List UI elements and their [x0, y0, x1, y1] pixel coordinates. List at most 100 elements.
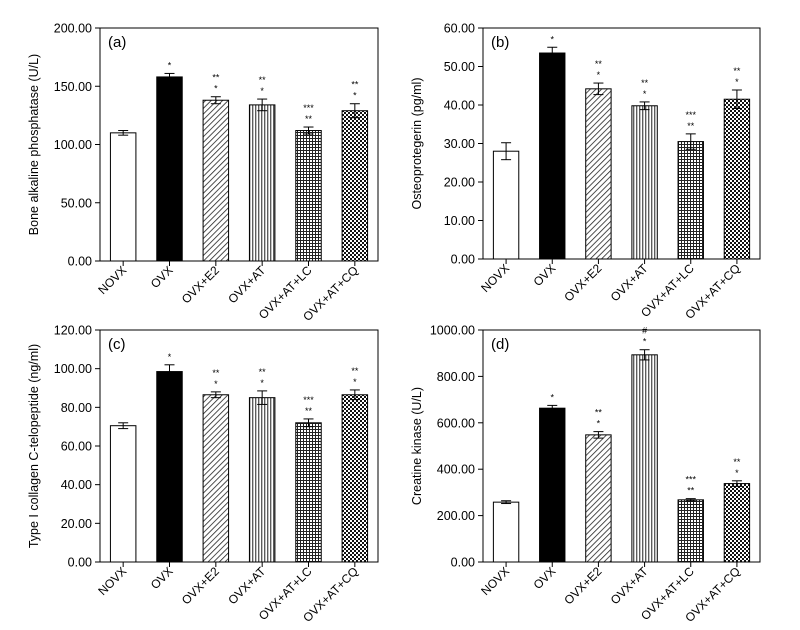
bar-2: [202, 99, 230, 262]
y-tick-label: 30.00: [444, 137, 475, 151]
significance-mark: *: [353, 377, 357, 387]
significance-mark: *: [168, 60, 172, 70]
y-axis-label: Osteoprotegerin (pg/ml): [410, 77, 424, 209]
chart-panel-d: (d) 0.00 200.00 400.00 600.00 800.00 1000.00 Cr…: [410, 324, 761, 625]
y-tick-label: 50.00: [444, 60, 475, 74]
y-tick-label: 10.00: [444, 214, 475, 228]
significance-mark: **: [595, 408, 603, 418]
significance-mark: *: [214, 84, 218, 94]
y-axis-label: Type I collagen C-telopeptide (ng/ml): [27, 344, 41, 548]
y-tick-label: 20.00: [61, 517, 92, 531]
plot-frame: [482, 27, 761, 260]
significance-mark: #: [642, 326, 647, 336]
x-tick-label: NOVX: [95, 263, 129, 297]
plot-frame: [99, 329, 379, 563]
y-tick-label: 100.00: [54, 138, 92, 152]
bar-2: [585, 434, 612, 563]
y-tick-label: 60.00: [444, 22, 475, 36]
significance-mark: *: [260, 378, 264, 388]
significance-mark: **: [305, 406, 313, 416]
significance-mark: *: [168, 352, 172, 362]
bar-2: [202, 394, 230, 563]
significance-mark: ***: [303, 103, 314, 113]
bar-2: [585, 88, 612, 260]
y-tick-label: 1000.00: [430, 324, 475, 338]
x-tick-label: OVX+AT: [225, 263, 268, 306]
significance-mark: *: [353, 91, 357, 101]
significance-mark: **: [733, 66, 741, 76]
bar-0: [492, 501, 520, 563]
x-tick-label: NOVX: [478, 564, 512, 598]
significance-mark: *: [550, 34, 554, 44]
significance-mark: ***: [303, 395, 314, 405]
bar-4: [295, 422, 322, 563]
x-tick-label: NOVX: [478, 261, 512, 295]
significance-mark: **: [351, 366, 359, 376]
y-tick-label: 200.00: [437, 509, 475, 523]
y-axis-label: Creatine kinase (U/L): [410, 387, 424, 505]
significance-mark: **: [351, 80, 359, 90]
y-tick-label: 120.00: [54, 324, 92, 338]
significance-mark: **: [212, 368, 220, 378]
bar-1: [539, 52, 566, 260]
bar-1: [156, 371, 183, 563]
significance-mark: **: [687, 121, 695, 131]
x-tick-label: OVX+AT: [608, 564, 651, 607]
panel-label: (a): [108, 34, 126, 51]
y-tick-label: 100.00: [54, 362, 92, 376]
x-tick-label: OVX+AT: [608, 261, 651, 304]
y-tick-label: 0.00: [68, 556, 92, 570]
bar-5: [723, 483, 751, 563]
bar-1: [539, 407, 566, 563]
significance-mark: **: [641, 78, 649, 88]
y-tick-label: 40.00: [61, 478, 92, 492]
y-tick-label: 60.00: [61, 440, 92, 454]
significance-mark: **: [595, 59, 603, 69]
plot-frame: [99, 27, 379, 262]
significance-mark: *: [597, 70, 601, 80]
bar-3: [631, 105, 658, 260]
significance-mark: **: [259, 75, 267, 85]
significance-mark: *: [735, 77, 739, 87]
x-tick-label: OVX+E2: [561, 261, 604, 304]
x-tick-label: OVX+AT: [225, 564, 268, 607]
chart-panel-a: (a) 0.00 50.00 100.00 150.00 200.00 Bone alkal…: [27, 22, 379, 324]
significance-mark: **: [305, 114, 313, 124]
bar-3: [248, 104, 276, 262]
y-tick-label: 800.00: [437, 370, 475, 384]
x-tick-label: OVX: [148, 564, 176, 592]
significance-mark: *: [597, 419, 601, 429]
x-tick-label: OVX: [148, 263, 176, 291]
chart-panel-c: (c) 0.00 20.00 40.00 60.00 80.00 100.00 120.00 T…: [27, 324, 379, 625]
bar-5: [723, 98, 751, 260]
x-tick-label: OVX: [531, 261, 559, 289]
bar-3: [631, 354, 658, 563]
chart-panel-b: (b) 0.00 10.00 20.00 30.00 40.00 50.00 60.00 Ost…: [410, 22, 761, 322]
bar-1: [156, 76, 183, 262]
y-tick-label: 0.00: [451, 253, 475, 267]
significance-mark: *: [643, 89, 647, 99]
x-tick-label: OVX+E2: [561, 564, 604, 607]
significance-mark: **: [687, 486, 695, 496]
y-tick-label: 200.00: [54, 22, 92, 36]
panel-label: (d): [491, 336, 509, 353]
bar-3: [248, 397, 276, 563]
significance-mark: ***: [685, 475, 696, 485]
y-tick-label: 150.00: [54, 80, 92, 94]
y-axis-label: Bone alkaline phosphatase (U/L): [27, 54, 41, 235]
bar-4: [295, 130, 322, 262]
significance-mark: **: [733, 457, 741, 467]
bar-0: [492, 150, 520, 260]
x-tick-label: OVX+E2: [179, 564, 222, 607]
panel-label: (c): [108, 336, 126, 353]
x-tick-label: OVX: [531, 564, 559, 592]
significance-mark: *: [214, 379, 218, 389]
panel-label: (b): [491, 34, 509, 51]
x-tick-label: OVX+E2: [179, 263, 222, 306]
significance-mark: *: [735, 468, 739, 478]
significance-mark: **: [259, 367, 267, 377]
bar-4: [677, 141, 704, 260]
bar-4: [677, 499, 704, 563]
significance-mark: ***: [685, 110, 696, 120]
